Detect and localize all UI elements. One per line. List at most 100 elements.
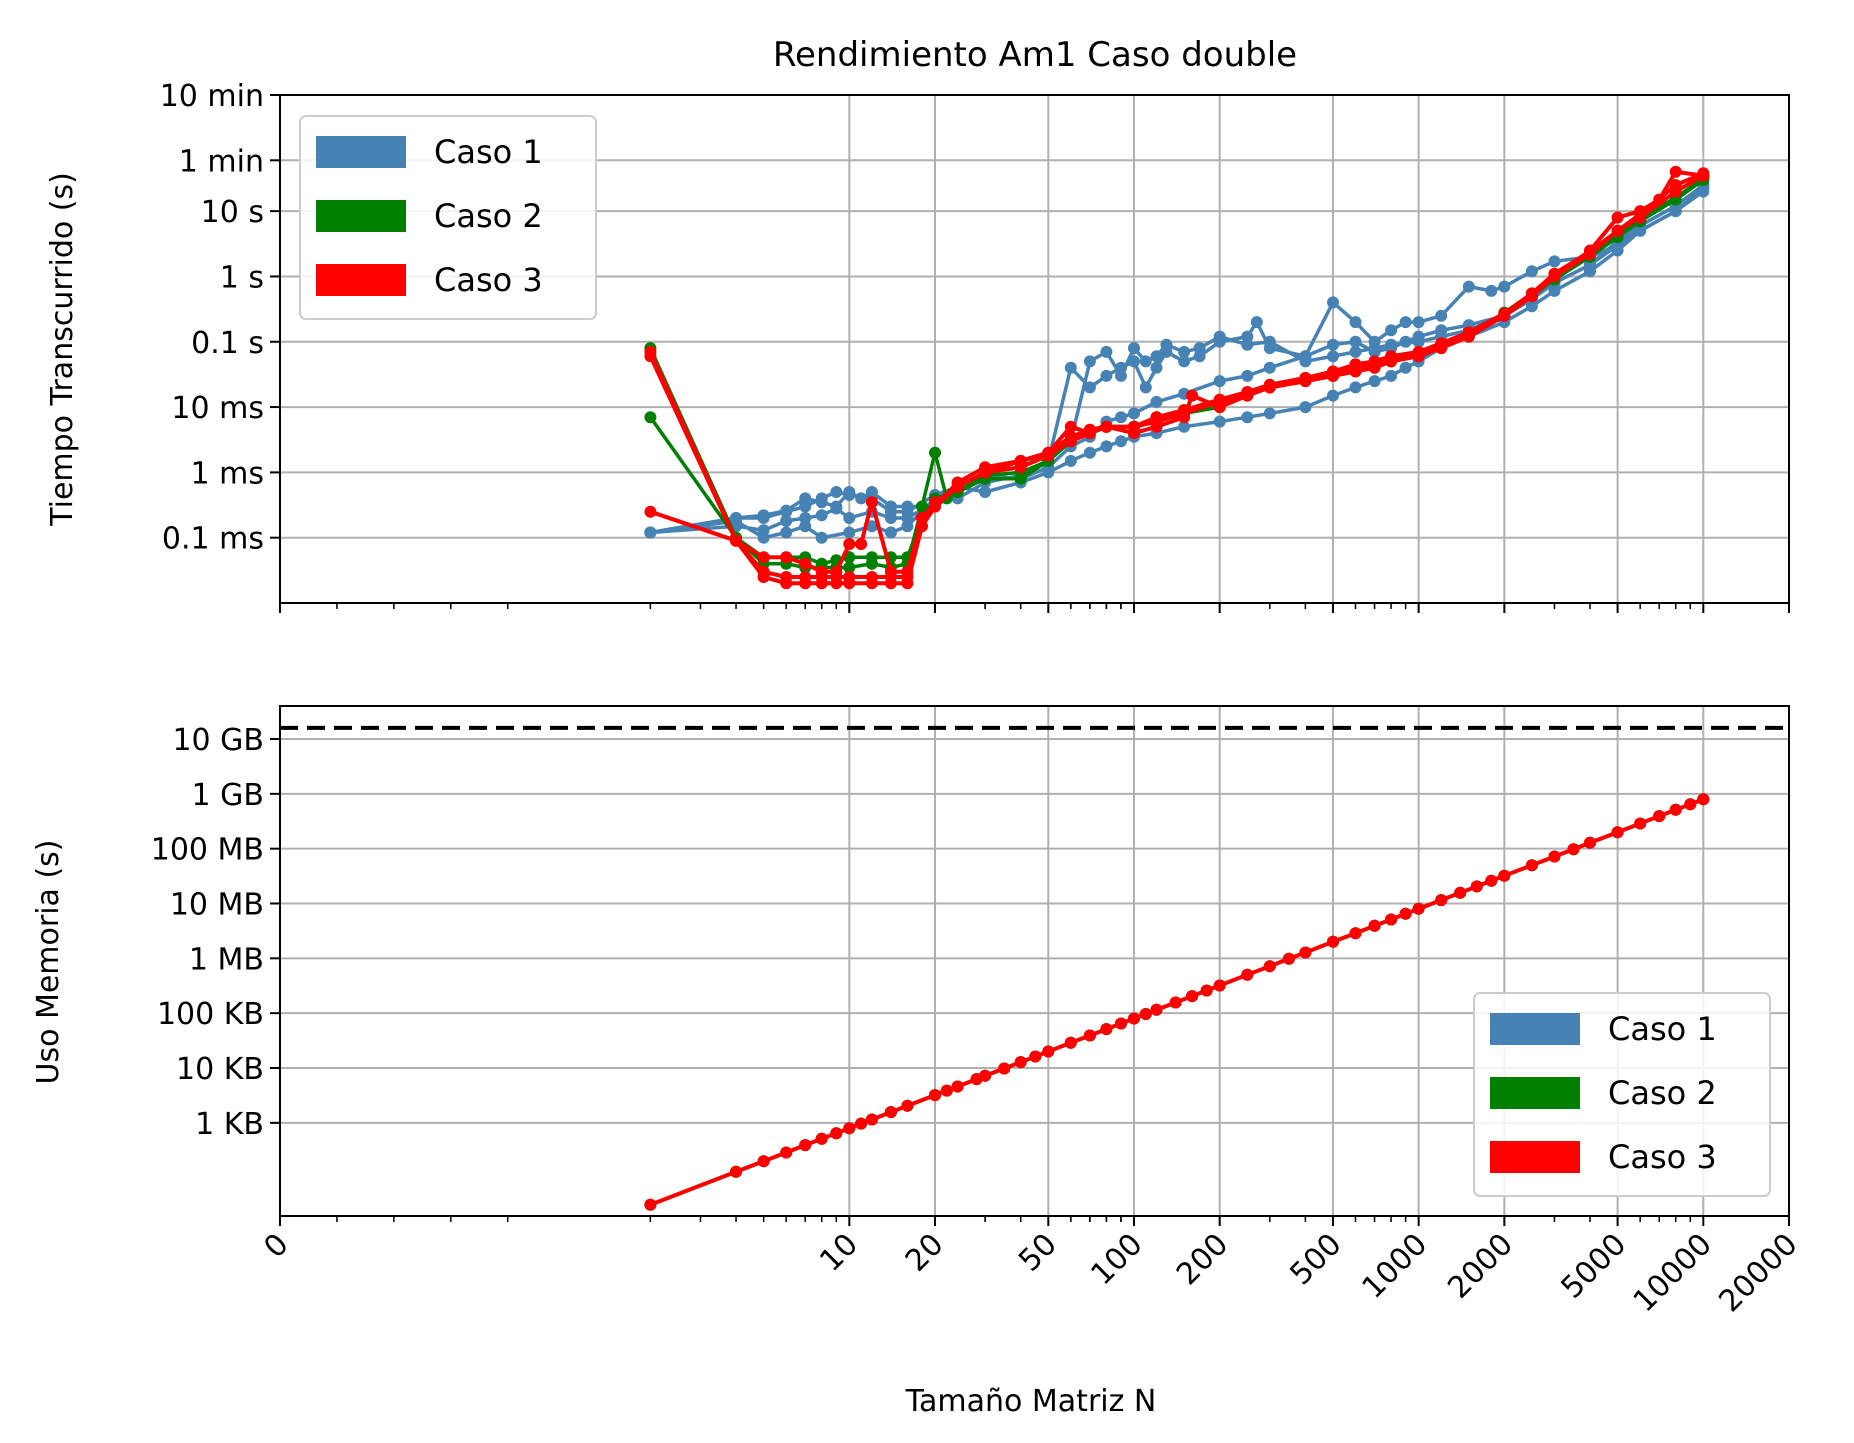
legend-swatch: [316, 200, 406, 232]
data-point: [843, 571, 856, 583]
data-point: [1083, 381, 1096, 394]
legend-label: Caso 3: [1608, 1138, 1717, 1176]
data-point: [1498, 869, 1511, 882]
y-tick-label: 10 ms: [171, 391, 264, 426]
data-point: [1399, 316, 1412, 329]
x-tick-label: 500: [1283, 1227, 1348, 1292]
legend-swatch: [1490, 1013, 1580, 1045]
y-tick-label: 10 min: [160, 79, 264, 114]
memory-legend: Caso 1 Caso 2 Caso 3: [1473, 992, 1771, 1197]
data-point: [1385, 350, 1398, 363]
data-point: [1100, 440, 1113, 453]
data-point: [1115, 411, 1127, 424]
data-point: [901, 571, 914, 583]
data-point: [644, 1198, 657, 1211]
data-point: [1349, 358, 1362, 371]
data-point: [1150, 1003, 1163, 1016]
data-point: [1178, 420, 1191, 433]
data-point: [780, 1146, 793, 1159]
data-point: [1128, 342, 1140, 355]
y-tick-label: 10 KB: [176, 1052, 264, 1087]
data-point: [1684, 798, 1697, 811]
data-point: [1548, 255, 1561, 268]
data-point: [1349, 927, 1362, 940]
data-point: [1368, 355, 1381, 368]
data-point: [1299, 946, 1312, 959]
data-point: [1669, 165, 1682, 178]
data-point: [1193, 342, 1206, 355]
data-point: [1064, 454, 1077, 467]
data-point: [916, 512, 928, 524]
data-point: [799, 500, 812, 513]
data-point: [757, 1155, 770, 1168]
data-point: [1178, 404, 1191, 417]
time-axes-frame: [279, 94, 1790, 604]
data-point: [843, 489, 856, 501]
x-tick-label: 10: [813, 1227, 865, 1279]
data-point: [644, 505, 657, 518]
data-point: [884, 505, 897, 518]
data-point: [1462, 326, 1475, 339]
x-tick-label: 50: [1012, 1227, 1064, 1279]
data-point: [1150, 350, 1163, 363]
data-point: [730, 512, 742, 524]
data-point: [929, 446, 941, 459]
series-line: [649, 169, 1704, 574]
legend-label: Caso 3: [434, 261, 543, 299]
series-line: [650, 190, 1705, 540]
data-point: [799, 557, 812, 570]
data-point: [884, 1106, 897, 1119]
data-point: [1697, 167, 1710, 180]
data-point: [1454, 886, 1467, 899]
legend-label: Caso 1: [434, 133, 543, 171]
x-tick-label: 20000: [1712, 1227, 1804, 1319]
data-point: [1669, 803, 1682, 816]
data-point: [757, 512, 770, 524]
data-point: [1611, 224, 1624, 237]
data-point: [1029, 1050, 1042, 1063]
data-point: [1042, 446, 1055, 459]
data-point: [644, 411, 657, 424]
data-point: [1584, 245, 1596, 258]
y-tick-label: 1 ms: [191, 456, 264, 491]
data-point: [1548, 267, 1561, 280]
time-plot-area: [644, 165, 1710, 590]
data-point: [830, 502, 843, 515]
data-point: [1327, 365, 1339, 378]
legend-swatch: [1490, 1077, 1580, 1109]
data-point: [1525, 265, 1538, 278]
data-point: [1412, 316, 1425, 329]
y-tick-label: 100 KB: [157, 997, 264, 1032]
legend-swatch: [316, 264, 406, 296]
y-tick-label: 1 GB: [192, 778, 264, 813]
x-tick-label: 5000: [1555, 1227, 1634, 1306]
data-point: [951, 480, 964, 493]
time-y-ticks: 0.1 ms 1 ms 10 ms 0.1 s 1 s 10 s 1 min 10 min: [160, 79, 280, 557]
data-point: [1435, 337, 1448, 350]
data-point: [1567, 843, 1580, 856]
data-point: [1349, 335, 1362, 348]
legend-label: Caso 2: [434, 197, 543, 235]
data-point: [815, 531, 828, 544]
data-point: [1169, 996, 1182, 1009]
data-point: [1697, 793, 1710, 806]
data-point: [979, 466, 992, 479]
data-point: [901, 520, 914, 533]
data-point: [1263, 335, 1276, 348]
data-point: [865, 520, 878, 533]
data-point: [1349, 381, 1362, 394]
data-point: [799, 512, 812, 524]
legend-label: Caso 1: [1608, 1010, 1717, 1048]
data-point: [1299, 355, 1312, 368]
data-point: [865, 496, 878, 509]
data-point: [1213, 330, 1226, 343]
memory-grid: [279, 706, 1790, 1216]
data-point: [1139, 381, 1152, 394]
data-point: [1653, 810, 1666, 823]
data-point: [1100, 369, 1113, 382]
y-tick-label: 1 KB: [195, 1107, 264, 1142]
data-point: [780, 526, 793, 539]
data-point: [843, 561, 856, 574]
